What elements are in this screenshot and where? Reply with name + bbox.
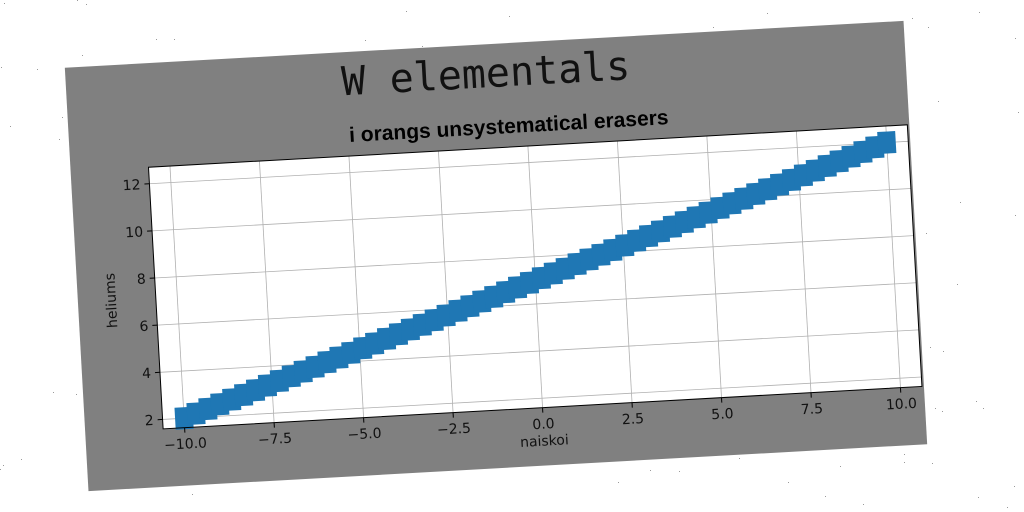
speckle [76,394,77,395]
speckle [957,284,958,285]
speckle [77,0,78,1]
speckle [983,408,984,409]
speckle [174,39,175,40]
x-tick-label: −5.0 [347,426,382,444]
speckle [960,202,961,203]
x-tick-label: 7.5 [800,401,823,418]
x-grid-line [438,151,454,413]
speckle [156,39,157,40]
speckle [1015,215,1016,216]
figure: W elementals i orangs unsystematical era… [64,20,928,492]
speckle [618,482,619,483]
x-axis-label: naiskoi [520,432,570,451]
x-tick-label: 2.5 [621,411,644,428]
speckle [1015,38,1016,39]
scatter-chart: i orangs unsystematical erasers −10.0 −7.… [102,106,923,454]
x-tick-label: 0.0 [532,416,555,433]
y-tick-label: 6 [139,319,149,335]
y-grid-line [162,376,922,420]
x-axis: −10.0 −7.5 −5.0 −2.5 0.0 2.5 5.0 7.5 10.0 [164,387,917,454]
grid [149,126,922,428]
speckle [976,401,977,402]
speckle [1014,486,1015,487]
speckle [679,471,680,472]
x-grid-line [706,136,722,398]
data-points [174,131,897,430]
speckle [863,504,864,505]
x-tick-label: −2.5 [437,421,472,439]
speckle [788,482,789,483]
speckle [1018,112,1019,113]
x-grid-line [169,166,186,428]
speckle [1,67,2,68]
speckle [365,40,366,41]
x-grid-line [616,141,633,403]
speckle [739,458,740,459]
speckle [0,469,1,470]
speckle [840,466,841,467]
speckle [979,12,980,13]
speckle [942,411,943,412]
y-axis-label: heliums [102,273,121,329]
x-tick-label: 10.0 [885,396,917,414]
speckle [1007,507,1008,508]
y-grid-line [157,282,917,326]
y-grid-line [154,235,914,279]
y-grid-line [149,140,909,185]
speckle [10,126,11,127]
speckle [943,351,944,352]
speckle [767,13,768,14]
x-grid-line [348,156,364,418]
speckle [4,3,5,4]
x-tick-label: 5.0 [711,406,734,423]
x-tick-label: −7.5 [258,431,293,449]
y-tick-label: 10 [125,224,144,241]
speckle [192,494,193,495]
y-grid-line [159,329,919,373]
y-tick-label: 12 [122,177,141,194]
speckle [53,392,54,393]
speckle [59,139,60,140]
speckle [82,55,83,56]
speckle [509,16,510,17]
speckle [3,465,4,466]
speckle [62,117,63,118]
y-tick-label: 8 [136,272,146,288]
y-tick-label: 2 [144,413,154,429]
speckle [904,462,905,463]
x-grid-line [885,126,901,388]
speckle [86,4,87,5]
speckle [935,408,936,409]
speckle [928,27,929,28]
speckle [912,18,913,19]
speckle [926,233,927,234]
speckle [930,347,931,348]
y-grid-line [152,188,911,232]
data-point [877,131,897,155]
speckle [932,463,933,464]
y-tick-label: 4 [142,366,152,382]
speckle [713,27,714,28]
x-tick-label: −10.0 [164,435,208,453]
y-axis: 2 4 6 8 10 12 [122,177,163,429]
speckle [904,454,905,455]
speckle [825,496,826,497]
speckle [406,11,407,12]
speckle [422,46,423,47]
speckle [650,470,651,471]
speckle [978,497,979,498]
speckle [37,69,38,70]
speckle [21,459,22,460]
speckle [938,101,939,102]
